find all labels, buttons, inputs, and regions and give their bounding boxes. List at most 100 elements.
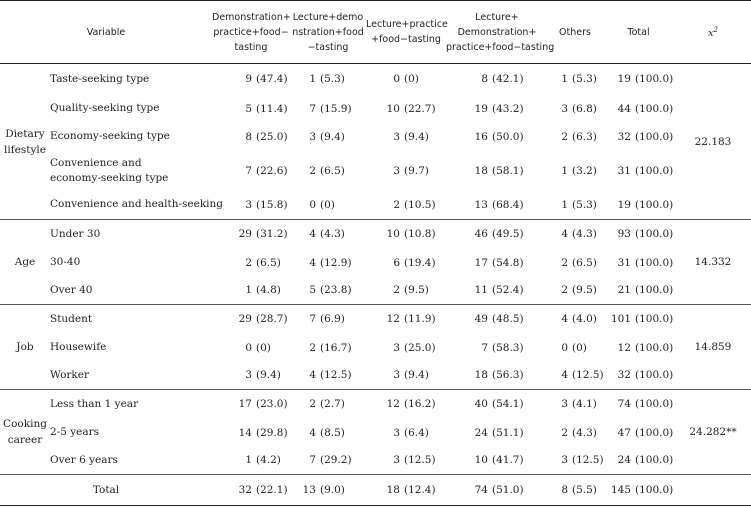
percent-value: (100.0) [635, 198, 674, 211]
value-cell: 3 (12.5) [548, 446, 604, 475]
count-value: 8 [245, 130, 252, 143]
value-cell: 19 (100.0) [602, 190, 675, 220]
count-value: 10 [386, 102, 400, 115]
count-value: 32 [617, 130, 631, 143]
variable-label-line: economy-seeking type [50, 171, 169, 184]
variable-label: Less than 1 year [50, 390, 212, 419]
percent-value: (4.3) [320, 228, 345, 241]
percent-value: (0) [320, 198, 335, 211]
value-cell: 93 (100.0) [602, 220, 675, 249]
count-value: 4 [309, 426, 316, 439]
value-cell: 6 (19.4) [366, 249, 446, 277]
count-value: 29 [238, 228, 252, 241]
header-text: practice+food− [213, 26, 289, 38]
percent-value: (49.5) [492, 228, 524, 241]
count-value: 40 [474, 398, 488, 411]
count-value: 3 [245, 198, 252, 211]
count-value: 17 [238, 398, 252, 411]
value-cell: 4 (8.5) [290, 419, 366, 447]
count-value: 18 [474, 164, 488, 177]
header-col-others: Others [548, 0, 602, 64]
percent-value: (4.3) [572, 228, 597, 241]
count-value: 4 [561, 369, 568, 382]
value-cell: 3 (9.4) [366, 123, 446, 151]
count-value: 3 [561, 102, 568, 115]
variable-label: Worker [50, 361, 212, 390]
value-cell: 12 (100.0) [602, 334, 675, 362]
header-text: tasting [234, 41, 268, 53]
table-row: Quality-seeking type 5 (11.4) 7 (15.9) 10 (22.… [0, 95, 751, 123]
table-row: Housewife 0 (0) 2 (16.7) 3 (25.0) 7 (58.3) 0 (0) 12… [0, 334, 751, 362]
count-value: 3 [561, 398, 568, 411]
count-value: 13 [302, 484, 316, 496]
count-value: 2 [561, 426, 568, 439]
value-cell: 29 (31.2) [212, 220, 290, 249]
percent-value: (12.5) [572, 369, 604, 382]
percent-value: (15.9) [320, 102, 352, 115]
percent-value: (6.3) [572, 130, 597, 143]
table-row: Over 6 years 1 (4.2) 7 (29.2) 3 (12.5) 10 (41.7)… [0, 446, 751, 475]
total-row: Total 32 (22.1) 13 (9.0) 18 (12.4) 74 (51.0) 8 (5.… [0, 475, 751, 506]
variable-label: 2-5 years [50, 419, 212, 447]
chi-superscript: 2 [713, 25, 718, 34]
value-cell: 9 (47.4) [212, 64, 290, 95]
count-value: 74 [617, 398, 631, 411]
value-cell: 7 (29.2) [290, 446, 366, 475]
value-cell: 8 (42.1) [446, 64, 548, 95]
percent-value: (16.2) [404, 398, 436, 411]
value-cell: 17 (23.0) [212, 390, 290, 419]
count-value: 2 [309, 164, 316, 177]
header-col-demo-practice: Demonstration+ practice+food− tasting [212, 0, 291, 64]
percent-value: (100.0) [635, 426, 674, 439]
value-cell: 3 (9.4) [366, 361, 446, 390]
value-cell: 8 (25.0) [212, 123, 290, 151]
variable-label-line: Taste-seeking type [50, 72, 150, 85]
percent-value: (0) [572, 341, 587, 354]
value-cell: 7 (15.9) [290, 95, 366, 123]
category-label-line: Age [14, 256, 36, 268]
percent-value: (100.0) [635, 454, 674, 467]
percent-value: (100.0) [635, 284, 674, 297]
variable-label-line: 30-40 [50, 256, 81, 268]
count-value: 6 [393, 256, 400, 269]
count-value: 7 [309, 102, 316, 115]
count-value: 24 [474, 426, 488, 439]
category-label: Job [0, 304, 50, 390]
percent-value: (22.6) [256, 164, 288, 177]
value-cell: 12 (16.2) [366, 390, 446, 419]
percent-value: (9.7) [404, 164, 429, 177]
table-row: Convenience and economy-seeking type 7 (22.… [0, 151, 751, 191]
count-value: 0 [309, 198, 316, 211]
percent-value: (100.0) [635, 73, 674, 86]
count-value: 8 [481, 73, 488, 86]
percent-value: (4.8) [256, 284, 281, 297]
value-cell: 18 (12.4) [366, 475, 446, 506]
table-row: Age Under 30 29 (31.2) 4 (4.3) 10 (10.8) 46 (49.5… [0, 219, 751, 305]
percent-value: (6.5) [572, 256, 597, 269]
percent-value: (2.7) [320, 398, 345, 411]
count-value: 17 [474, 256, 488, 269]
variable-label: Taste-seeking type [50, 64, 212, 95]
count-value: 3 [393, 130, 400, 143]
variable-label: Economy-seeking type [50, 123, 212, 151]
count-value: 24 [617, 454, 631, 467]
value-cell: 32 (100.0) [602, 123, 675, 151]
value-cell: 2 (6.3) [548, 123, 602, 151]
count-value: 19 [617, 73, 631, 86]
value-cell: 18 (56.3) [446, 361, 548, 390]
value-cell: 3 (6.8) [548, 95, 602, 123]
category-label-line: Job [16, 341, 34, 353]
percent-value: (5.5) [572, 484, 597, 496]
count-value: 31 [617, 164, 631, 177]
chi-square-value: 14.859 [675, 304, 751, 390]
value-cell: 7 (58.3) [446, 334, 548, 362]
count-value: 2 [393, 284, 400, 297]
value-cell: 5 (23.8) [290, 276, 366, 305]
percent-value: (0) [404, 73, 419, 86]
percent-value: (25.0) [404, 341, 436, 354]
value-cell: 74 (100.0) [602, 390, 675, 419]
value-cell: 4 (12.5) [290, 361, 366, 390]
chi-square-value: 14.332 [675, 219, 751, 305]
chi-square-value: 22.183 [675, 63, 751, 220]
